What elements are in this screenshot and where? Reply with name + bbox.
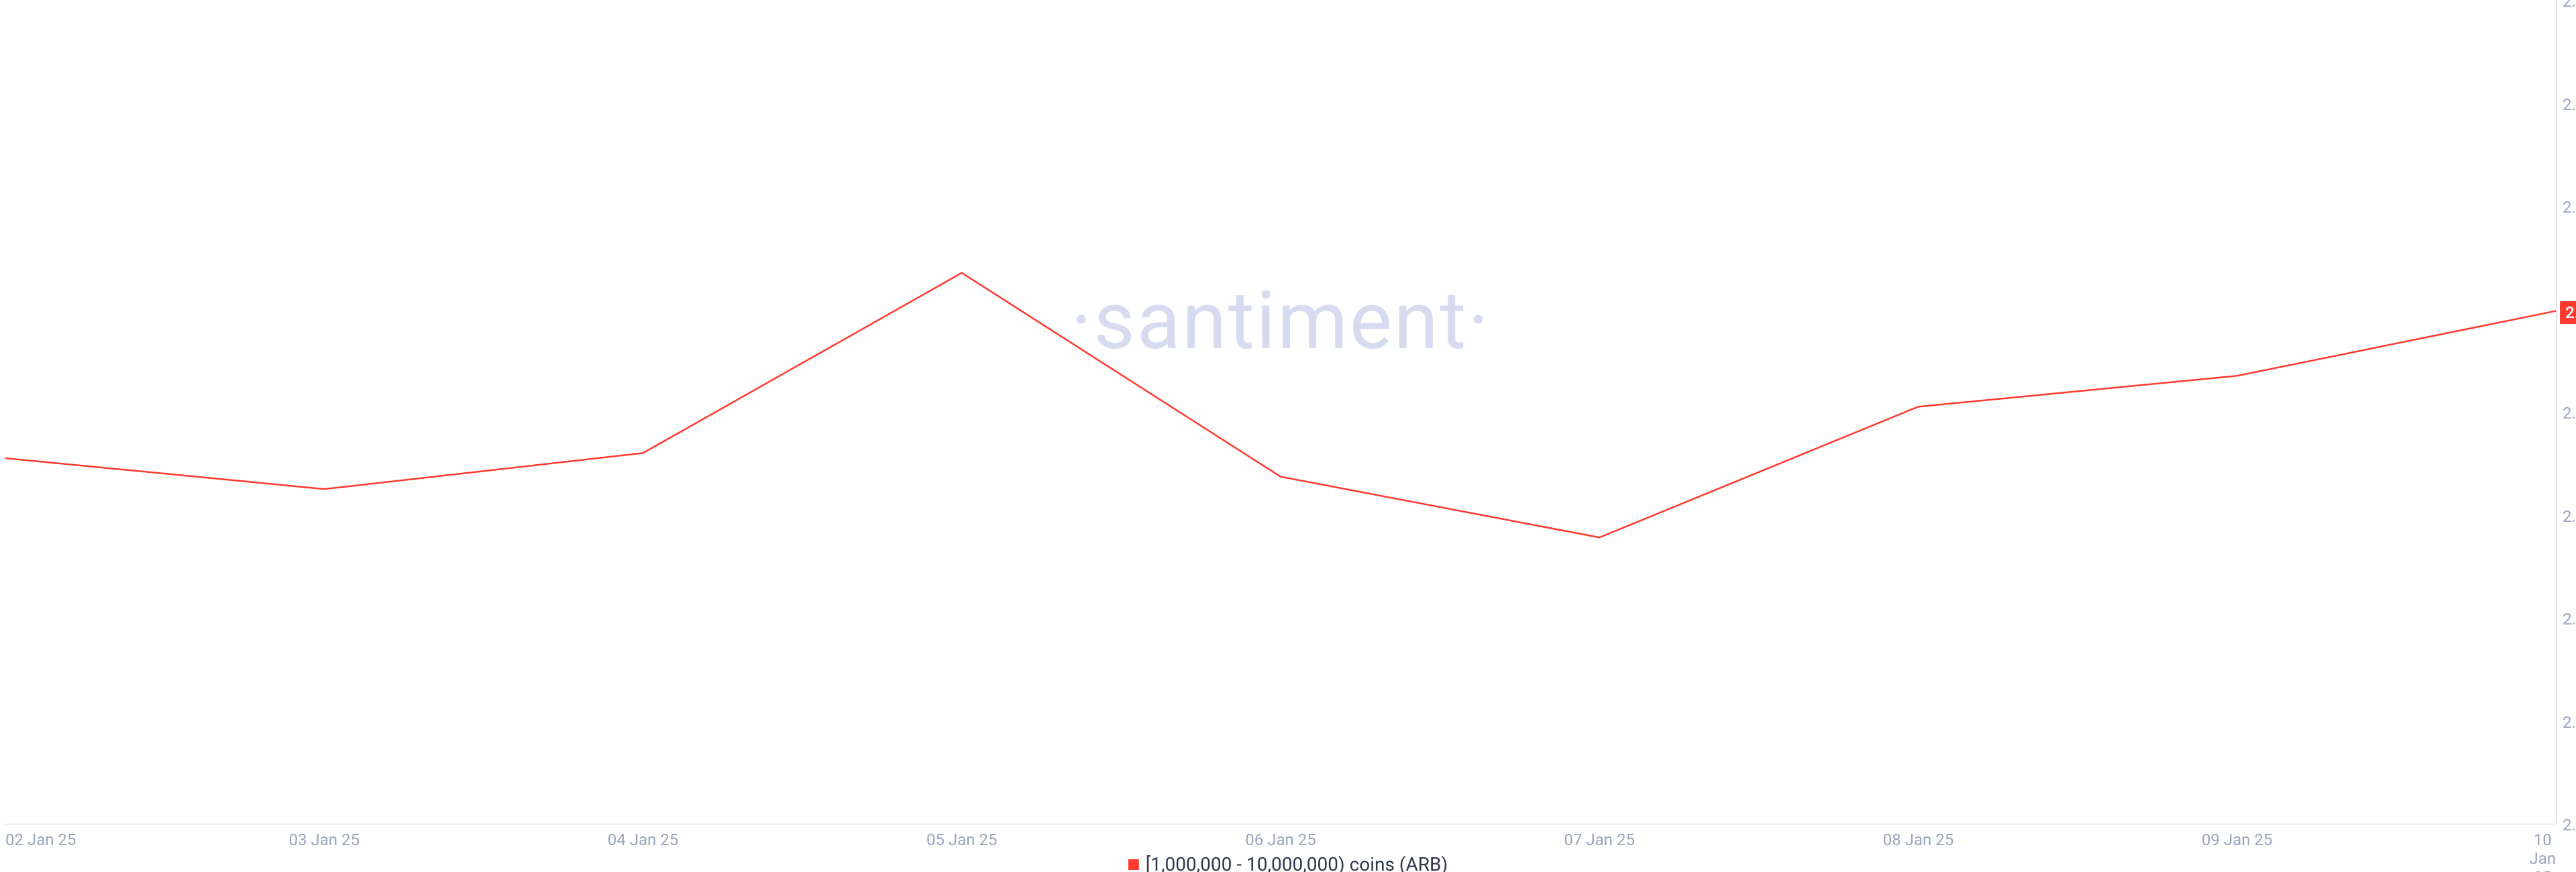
x-tick-label: 02 Jan 25	[5, 830, 76, 849]
y-tick-label: 2.33B	[2563, 95, 2576, 114]
x-tick-label: 05 Jan 25	[926, 830, 997, 849]
x-tick-label: 10 Jan 25	[2529, 830, 2556, 872]
y-tick-label: 2.26B	[2563, 816, 2576, 834]
x-tick-label: 09 Jan 25	[2202, 830, 2272, 849]
y-tick-label: 2.3B	[2563, 404, 2576, 423]
y-tick-label: 2.28B	[2563, 610, 2576, 629]
y-tick-label: 2.34B	[2563, 0, 2576, 11]
y-axis-line	[2556, 0, 2557, 824]
series-layer	[0, 0, 2576, 872]
legend-label: [1,000,000 - 10,000,000) coins (ARB)	[1146, 853, 1448, 872]
series-line	[5, 273, 2556, 537]
x-tick-label: 06 Jan 25	[1245, 830, 1316, 849]
x-tick-label: 08 Jan 25	[1883, 830, 1953, 849]
x-tick-label: 07 Jan 25	[1564, 830, 1635, 849]
x-tick-label: 04 Jan 25	[608, 830, 678, 849]
line-chart: ·santiment· [1,000,000 - 10,000,000) coi…	[0, 0, 2576, 872]
y-tick-label: 2.32B	[2563, 198, 2576, 217]
y-tick-label: 2.29B	[2563, 507, 2576, 526]
y-tick-label: 2.27B	[2563, 713, 2576, 732]
series-end-badge: 2.31B	[2560, 301, 2576, 324]
legend-swatch	[1128, 859, 1139, 870]
x-tick-label: 03 Jan 25	[289, 830, 360, 849]
legend: [1,000,000 - 10,000,000) coins (ARB)	[1128, 853, 1448, 872]
